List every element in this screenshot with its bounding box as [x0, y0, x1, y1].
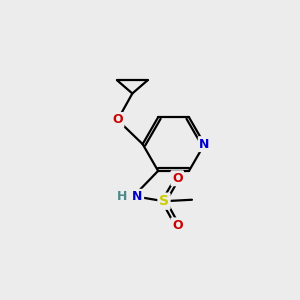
Text: O: O: [172, 219, 182, 232]
Text: O: O: [172, 172, 182, 185]
Text: S: S: [159, 194, 169, 208]
Text: H: H: [117, 190, 127, 203]
Text: O: O: [112, 113, 123, 127]
Text: N: N: [199, 138, 210, 151]
Text: N: N: [132, 190, 143, 203]
